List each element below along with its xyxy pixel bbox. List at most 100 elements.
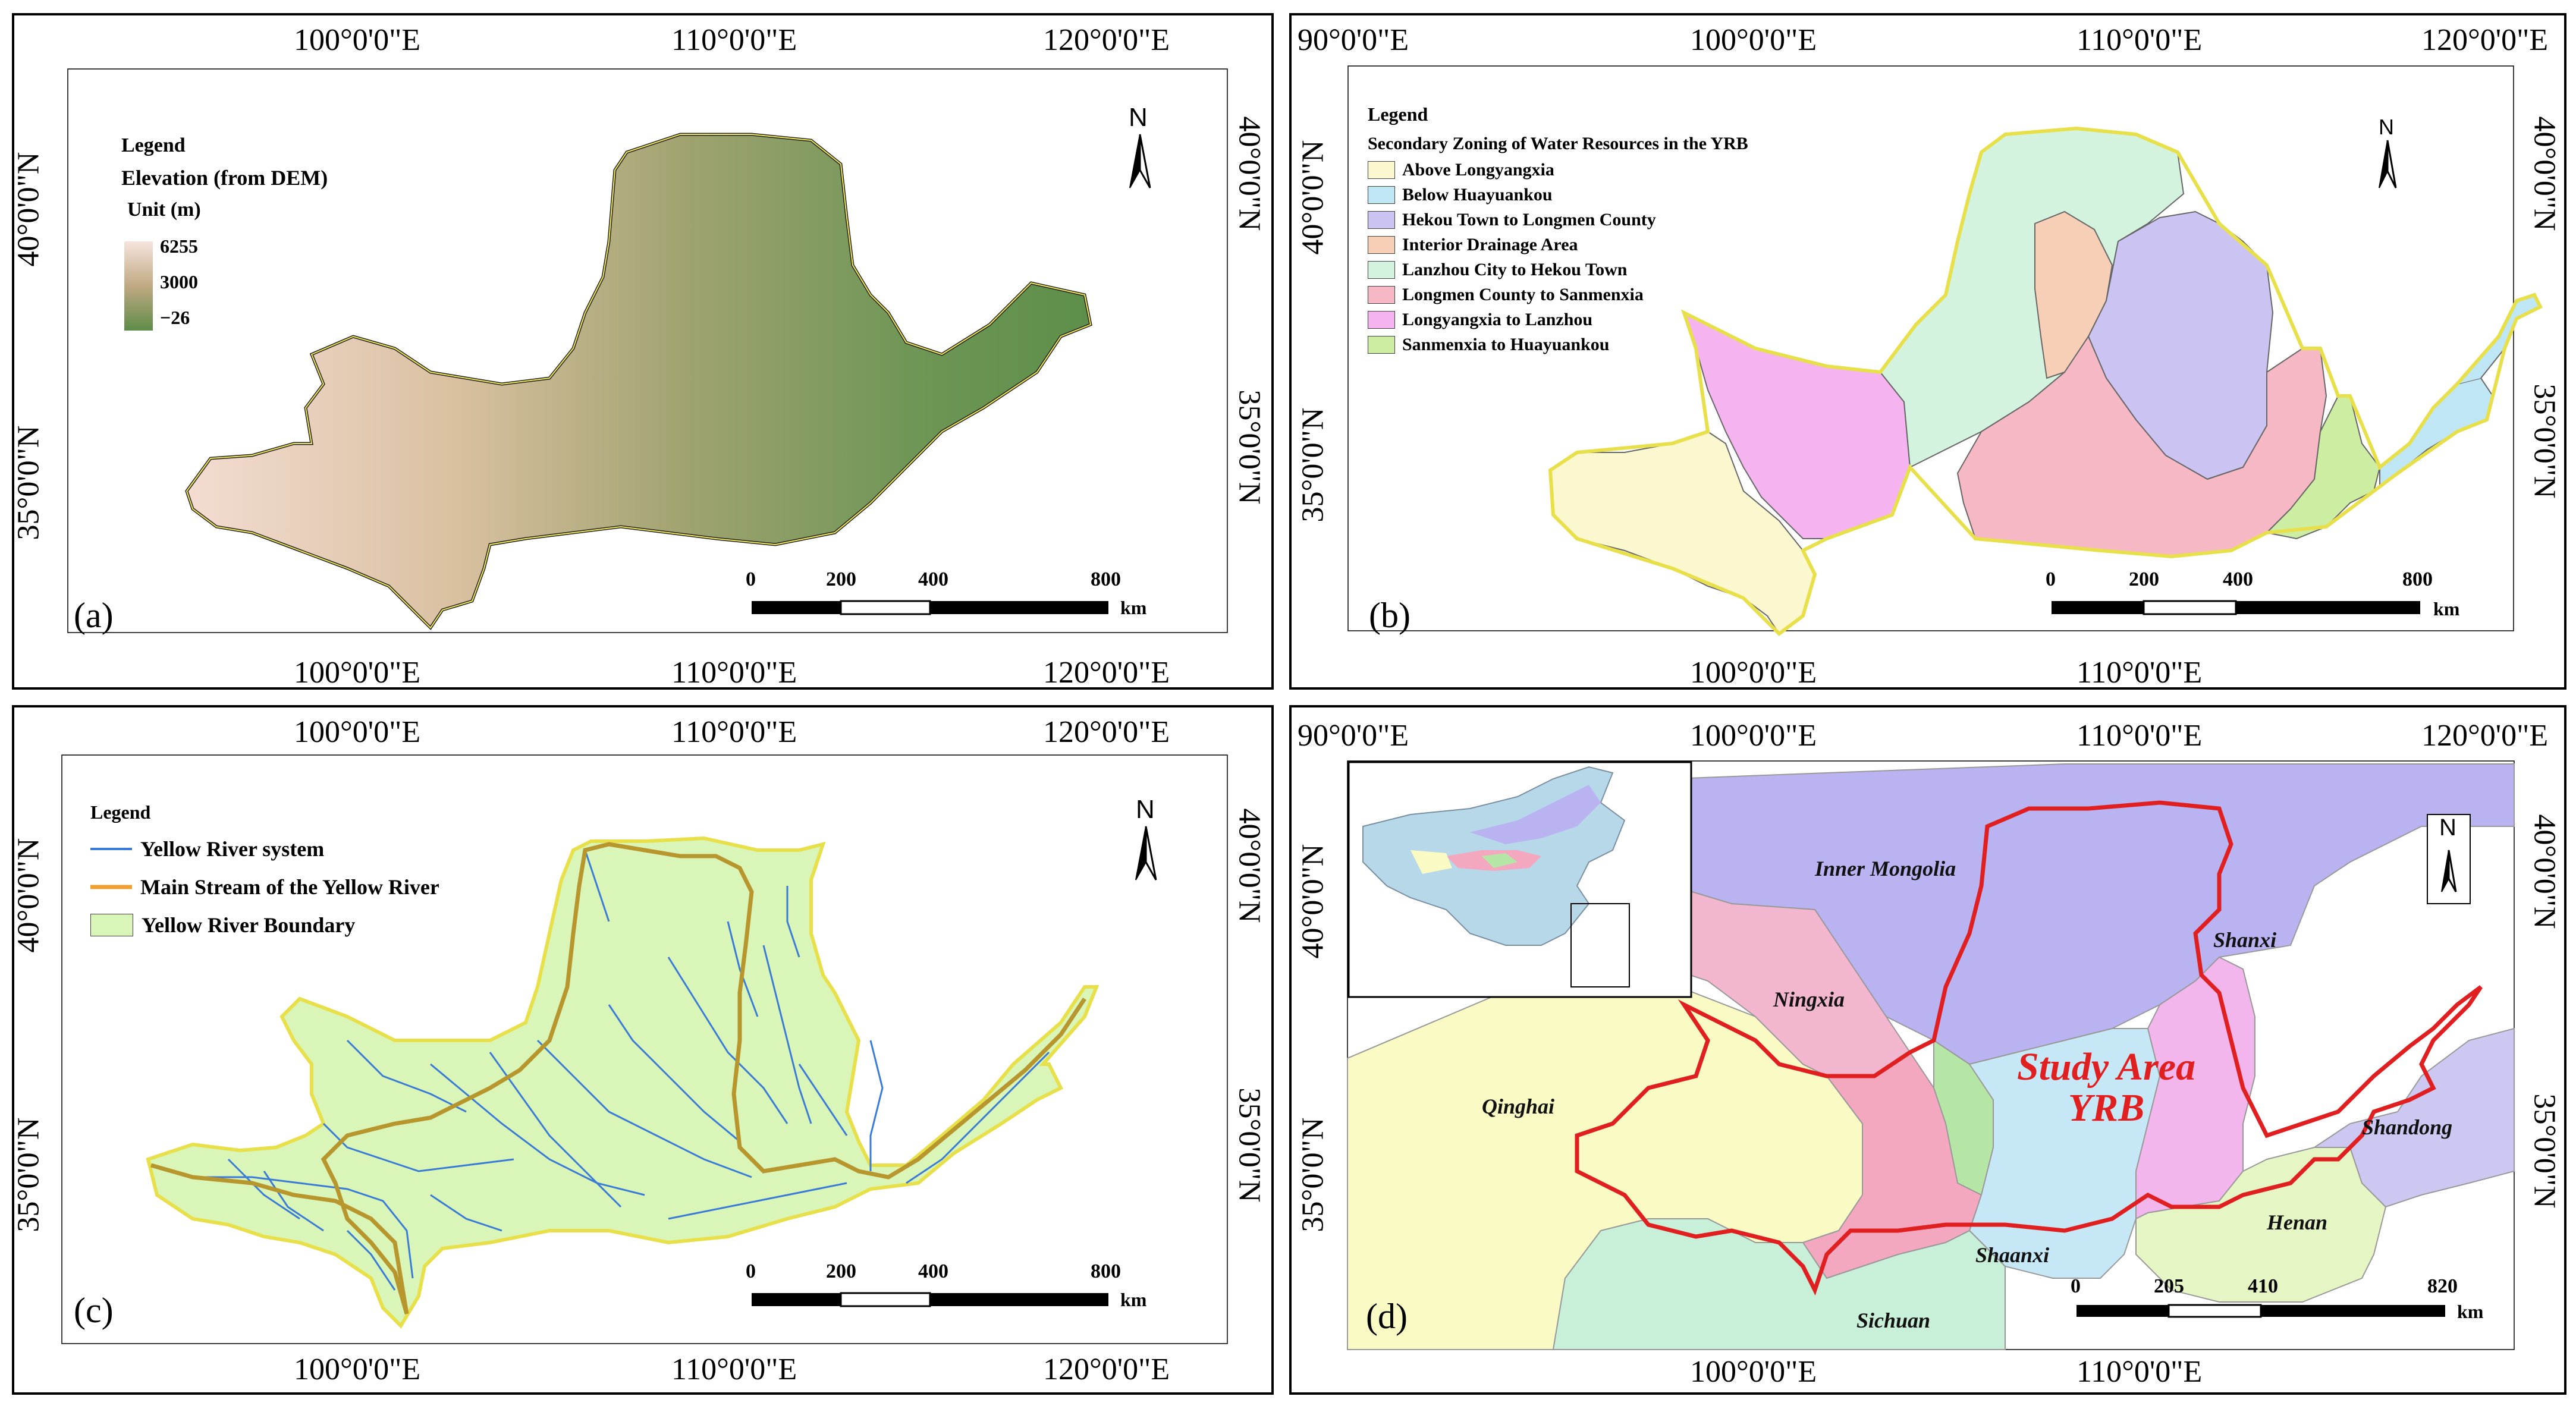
scale-bar: 0 200 400 800: [746, 1260, 1162, 1284]
legend-swatch: [1368, 261, 1395, 279]
tributary-line: [869, 1040, 884, 1171]
scale-tick: 400: [2223, 568, 2253, 590]
legend-item: Above Longyangxia: [1368, 160, 1748, 180]
scale-tick: 800: [1091, 568, 1121, 590]
yellow-river-system: [193, 850, 1050, 1291]
study-area-label: Study Area YRB: [2017, 1046, 2195, 1129]
panel-label: (c): [74, 1291, 114, 1330]
inset-scs-box: [1570, 903, 1630, 987]
scale-seg-3: [2236, 601, 2420, 614]
top-coord: 100°0'0"E: [294, 23, 421, 57]
scale-seg-3: [930, 601, 1108, 614]
panel-label: (d): [1366, 1297, 1408, 1336]
legend-item-label: Yellow River system: [140, 837, 325, 861]
left-coord: 40°0'0"N: [1296, 844, 1330, 959]
boundary-highlight: [186, 134, 1092, 629]
tributary-line: [227, 1158, 300, 1220]
bottom-coord: 120°0'0"E: [1043, 1353, 1170, 1386]
label-henan: Henan: [2267, 1210, 2328, 1234]
scale-seg-2: [840, 1292, 931, 1307]
legend-item: Interior Drainage Area: [1368, 235, 1748, 255]
legend: Legend Yellow River system Main Stream o…: [90, 801, 439, 942]
tributary-line: [263, 1171, 324, 1232]
legend-item: Lanzhou City to Hekou Town: [1368, 260, 1748, 280]
bottom-coord: 100°0'0"E: [294, 1353, 421, 1386]
scale-tick: 0: [2046, 568, 2056, 590]
bottom-coord: 110°0'0"E: [671, 656, 797, 690]
left-coord: 35°0'0"N: [1296, 1117, 1330, 1232]
scale-tick: 205: [2154, 1275, 2184, 1297]
legend-min: −26: [160, 307, 190, 328]
top-coord: 110°0'0"E: [2076, 23, 2203, 57]
legend: Legend Elevation (from DEM) Unit (m): [121, 134, 328, 229]
tributary-line: [608, 1004, 740, 1143]
top-coord: 90°0'0"E: [1298, 719, 1409, 753]
label-inner-mongolia: Inner Mongolia: [1815, 857, 1956, 880]
legend-item-label: Longmen County to Sanmenxia: [1402, 285, 1644, 304]
label-qinghai: Qinghai: [1482, 1095, 1555, 1118]
top-coord: 110°0'0"E: [671, 715, 797, 749]
scale-tick: 200: [2129, 568, 2159, 590]
tributary-line: [667, 957, 788, 1124]
panel-label: (b): [1369, 596, 1410, 635]
legend-swatch: [1368, 211, 1395, 229]
legend-swatch: [1368, 286, 1395, 304]
left-coord: 35°0'0"N: [12, 1117, 46, 1232]
top-coord: 90°0'0"E: [1298, 23, 1409, 57]
panel-b-map-canvas: [1347, 65, 2543, 636]
bottom-coord: 100°0'0"E: [1690, 656, 1817, 690]
yrb-boundary: [1548, 126, 2543, 636]
zone-below-huayuankou: [2379, 377, 2494, 486]
legend-subtitle: Elevation (from DEM): [121, 166, 328, 190]
top-coord: 120°0'0"E: [2421, 23, 2549, 57]
left-coord: 40°0'0"N: [12, 152, 46, 267]
yellow-river-main-stream: [150, 842, 1086, 1314]
main-stream-line-icon: [90, 885, 132, 889]
top-coord: 100°0'0"E: [1690, 719, 1817, 753]
top-coord: 100°0'0"E: [294, 715, 421, 749]
scale-unit: km: [2433, 598, 2460, 619]
tributary-line: [193, 1176, 414, 1279]
tributary-line: [430, 1063, 645, 1196]
right-coord: 40°0'0"N: [1232, 808, 1267, 923]
legend-max: 6255: [160, 235, 198, 257]
scale-bar: 0 200 400 800: [2046, 568, 2462, 592]
legend: Legend Secondary Zoning of Water Resourc…: [1368, 103, 1748, 360]
panel-a-elevation-map: 100°0'0"E 110°0'0"E 120°0'0"E 100°0'0"E …: [12, 13, 1274, 690]
legend-item: Longmen County to Sanmenxia: [1368, 285, 1748, 305]
legend-item: Yellow River Boundary: [90, 913, 439, 938]
top-coord: 120°0'0"E: [2421, 719, 2549, 753]
bottom-coord: 100°0'0"E: [294, 656, 421, 690]
tributary-line: [536, 1039, 752, 1178]
panel-label: (a): [74, 596, 114, 635]
scale-seg-1: [2076, 1305, 2169, 1317]
scale-tick: 400: [918, 1260, 948, 1282]
left-coord: 40°0'0"N: [12, 838, 46, 953]
left-coord: 35°0'0"N: [1296, 407, 1330, 523]
right-coord: 35°0'0"N: [2527, 1093, 2562, 1209]
left-coord: 35°0'0"N: [12, 425, 46, 540]
inset-yrb-green: [1482, 853, 1518, 868]
top-coord: 120°0'0"E: [1043, 715, 1170, 749]
study-area-title: Study Area: [2017, 1045, 2196, 1089]
right-coord: 35°0'0"N: [1232, 389, 1267, 505]
scale-tick: 800: [1091, 1260, 1121, 1282]
bottom-coord: 100°0'0"E: [1690, 1355, 1817, 1389]
river-line-icon: [90, 848, 132, 850]
scale-tick: 200: [826, 1260, 856, 1282]
label-sichuan: Sichuan: [1856, 1309, 1931, 1332]
legend-swatch: [1368, 161, 1395, 179]
north-arrow-half: [1145, 826, 1157, 880]
scale-tick: 0: [746, 1260, 756, 1282]
bottom-coord: 110°0'0"E: [671, 1353, 797, 1386]
north-arrow-half: [2386, 140, 2397, 188]
right-coord: 35°0'0"N: [2527, 383, 2562, 499]
bottom-coord: 120°0'0"E: [1043, 656, 1170, 690]
panel-d-province-map: 90°0'0"E 100°0'0"E 110°0'0"E 120°0'0"E 1…: [1289, 705, 2566, 1395]
legend-item: Longyangxia to Lanzhou: [1368, 310, 1748, 330]
elevation-ramp: [124, 241, 153, 331]
tributary-line: [322, 1122, 514, 1172]
legend-item-label: Interior Drainage Area: [1402, 235, 1578, 254]
province-shandong: [2312, 1027, 2515, 1208]
top-coord: 110°0'0"E: [2076, 719, 2203, 753]
